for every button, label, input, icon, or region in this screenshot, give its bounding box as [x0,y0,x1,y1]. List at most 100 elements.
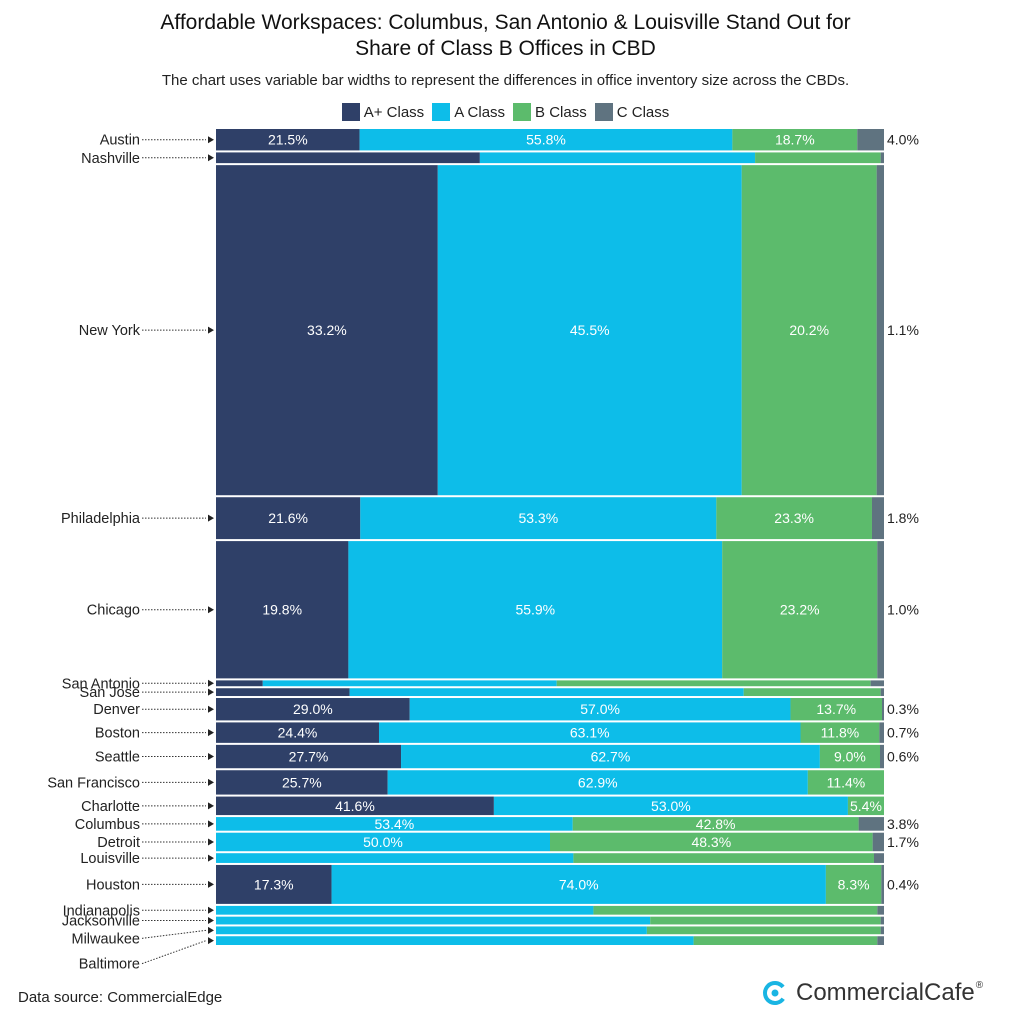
value-label-austin-c: 4.0% [887,132,919,148]
legend-item-b: B Class [513,103,587,121]
bar-segment-new-york-a-plus [216,165,438,496]
bar-segment-columbus-c [858,817,884,831]
bar-segment-philadelphia-a-plus [216,497,361,540]
legend-label-b: B Class [535,103,587,121]
bar-segment-charlotte-a-plus [216,796,494,816]
bar-segment-austin-a-plus [216,129,360,151]
chart-title-line-2: Share of Class B Offices in CBD [355,37,656,60]
leader-arrow-indianapolis [208,906,214,914]
value-label-san-francisco-b: 11.4% [827,774,866,790]
value-label-chicago-b: 23.2% [780,602,820,618]
bar-segment-denver-a-plus [216,698,410,721]
bar-segment-boston-c [879,722,884,743]
value-label-new-york-c: 1.1% [887,322,919,338]
category-label-new-york: New York [79,323,141,339]
category-label-san-antonio: San Antonio [62,676,140,692]
leader-arrow-san-antonio [208,679,214,687]
value-label-houston-c: 0.4% [887,876,919,892]
value-label-houston-a-plus: 17.3% [254,876,294,892]
value-label-detroit-c: 1.7% [887,834,919,850]
brand-name: CommercialCafe [796,979,975,1006]
bar-segment-louisville-c [873,853,884,863]
bar-segment-philadelphia-b [716,497,872,540]
bar-segment-indianapolis-a [216,905,594,915]
bar-segment-milwaukee-b [646,926,881,935]
bar-segment-new-york-b [741,165,877,496]
value-label-charlotte-b: 5.4% [850,798,882,814]
bar-segment-indianapolis-c [877,905,884,915]
leader-arrow-boston [208,729,214,737]
bar-segment-baltimore-c [877,936,884,945]
brand-logo: CommercialCafe ® [762,979,983,1007]
category-label-charlotte: Charlotte [81,799,140,815]
bar-segment-san-jose-a-plus [216,688,350,697]
bar-segment-seattle-a [401,744,820,769]
category-label-houston: Houston [86,877,140,893]
category-label-milwaukee: Milwaukee [72,931,141,947]
value-label-denver-a: 57.0% [580,701,620,717]
category-label-san-francisco: San Francisco [47,775,140,791]
bar-segment-charlotte-a [493,796,848,816]
chart-legend: A+ Class A Class B Class C Class [0,103,1011,121]
legend-label-a: A Class [454,103,506,121]
bar-segment-san-antonio-a-plus [216,680,263,687]
value-label-new-york-b: 20.2% [789,322,829,338]
bar-segment-nashville-c [880,152,884,164]
value-label-denver-c: 0.3% [887,701,919,717]
bar-segment-nashville-b [755,152,881,164]
legend-item-a-plus: A+ Class [341,103,424,121]
chart-title: Affordable Workspaces: Columbus, San Ant… [0,10,1011,62]
category-label-denver: Denver [93,702,140,718]
leader-arrow-nashville [208,154,214,162]
category-label-austin: Austin [100,133,140,149]
bar-segment-denver-b [790,698,882,721]
bar-segment-new-york-c [876,165,884,496]
bar-segment-austin-c [857,129,884,151]
bar-segment-boston-a [378,722,801,743]
leader-arrow-houston [208,880,214,888]
value-label-houston-a: 74.0% [559,876,599,892]
value-label-charlotte-a: 53.0% [651,798,691,814]
legend-label-c: C Class [616,103,670,121]
bar-segment-baltimore-a [216,936,694,945]
bar-segment-columbus-a [216,817,573,831]
category-label-jacksonville: Jacksonville [62,914,140,930]
leader-arrow-columbus [208,820,214,828]
value-label-boston-c: 0.7% [887,725,919,741]
bar-segment-austin-b [732,129,858,151]
value-label-philadelphia-a-plus: 21.6% [268,510,308,526]
legend-swatch-b [513,103,532,121]
leader-arrow-baltimore [208,937,214,945]
value-label-new-york-a-plus: 33.2% [307,322,347,338]
bar-segment-detroit-c [872,832,884,852]
bar-segment-san-antonio-c [870,680,884,687]
legend-swatch-c [594,103,613,121]
bar-segment-seattle-c [879,744,884,769]
bar-segment-boston-a-plus [216,722,379,743]
data-source-note: Data source: CommercialEdge [18,989,223,1006]
chart-subtitle: The chart uses variable bar widths to re… [161,72,850,89]
legend-swatch-a-plus [341,103,360,121]
value-label-detroit-a: 50.0% [363,834,403,850]
value-label-chicago-a-plus: 19.8% [262,602,302,618]
bar-segment-philadelphia-c [871,497,884,540]
category-label-san-jose: San Jose [80,685,140,701]
legend-item-c: C Class [594,103,670,121]
bar-segment-columbus-b [572,817,859,831]
brand-registered-mark: ® [975,979,984,991]
bar-segment-seattle-a-plus [216,744,402,769]
bar-segment-chicago-b [722,541,878,679]
category-label-baltimore: Baltimore [79,957,140,973]
bar-segment-detroit-b [550,832,873,852]
bar-segment-milwaukee-c [880,926,884,935]
value-label-philadelphia-c: 1.8% [887,510,919,526]
bar-segment-san-jose-b [743,688,881,697]
category-label-columbus: Columbus [75,817,140,833]
commercialcafe-logo-icon [763,981,787,1005]
category-label-seattle: Seattle [95,750,140,766]
chart-title-line-1: Affordable Workspaces: Columbus, San Ant… [160,11,851,34]
bar-segment-san-francisco-a-plus [216,770,388,795]
leader-arrow-charlotte [208,802,214,810]
bar-segment-milwaukee-a [216,926,647,935]
